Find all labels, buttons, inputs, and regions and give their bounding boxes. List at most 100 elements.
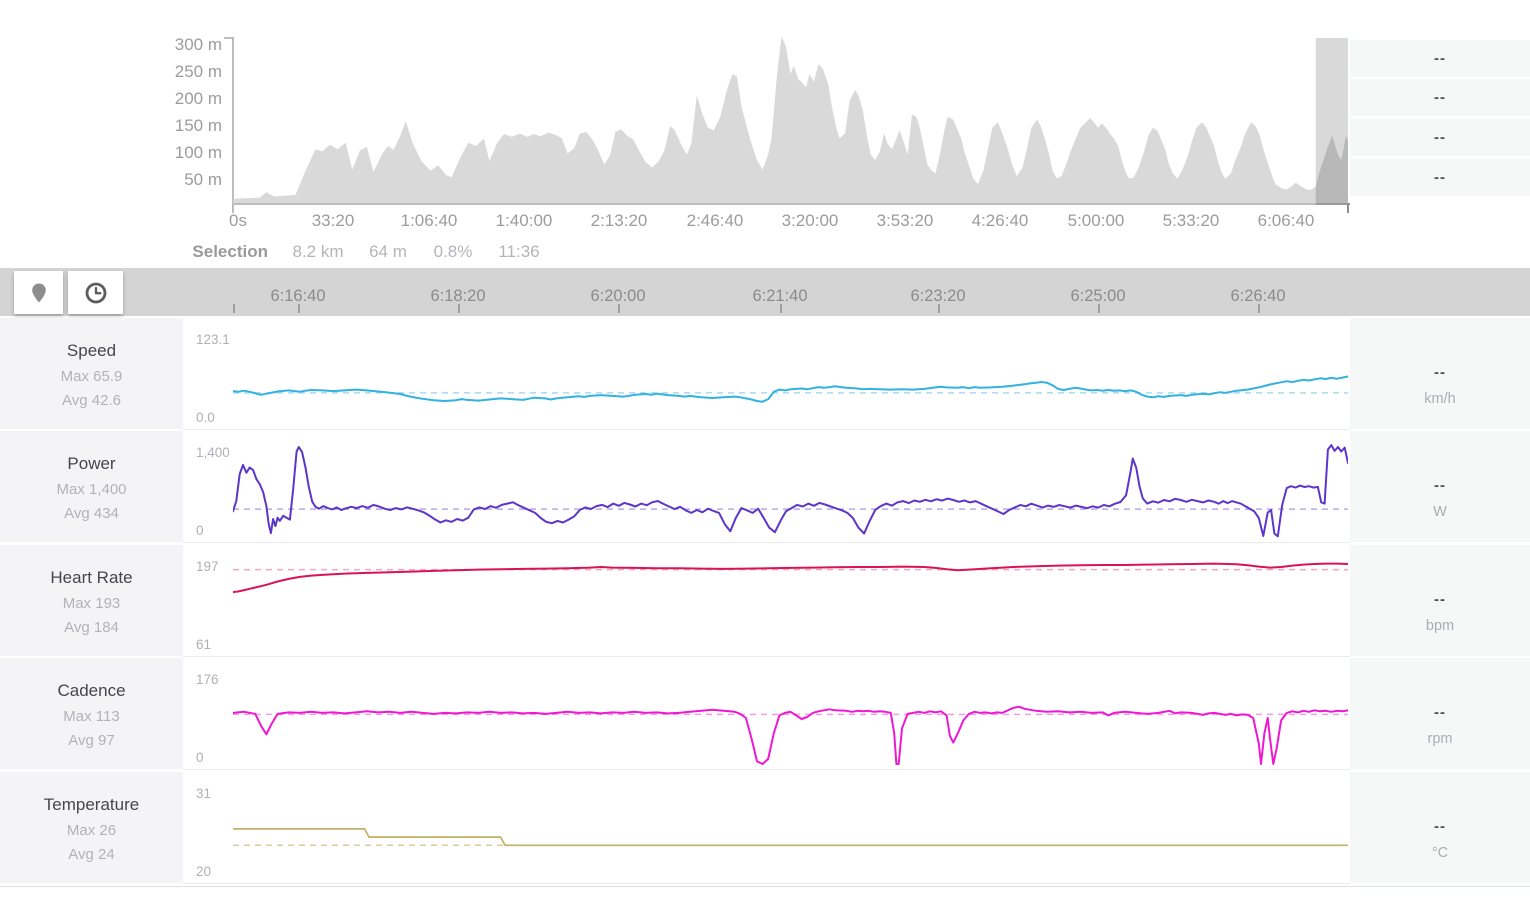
timeline-tick-label: 6:21:40 (752, 287, 808, 305)
overview-x-label: 4:26:40 (971, 211, 1029, 230)
row-divider (183, 429, 1350, 430)
metric-panel-speed[interactable]: Speed Max 65.9 Avg 42.6 (0, 318, 183, 429)
current-value: -- (1434, 477, 1446, 494)
page-bottom-divider (0, 886, 1530, 887)
selection-grade: 0.8% (433, 242, 473, 261)
selection-distance: 8.2 km (292, 242, 344, 261)
overview-value-row: -- (1350, 159, 1530, 196)
overview-value-row: -- (1350, 40, 1530, 77)
overview-x-label: 5:00:00 (1067, 211, 1125, 230)
metric-title: Cadence (57, 681, 126, 700)
current-value: -- (1434, 364, 1446, 381)
overview-y-label: 250 m (174, 62, 222, 81)
overview-value-row: -- (1350, 119, 1530, 156)
unit-label: bpm (1425, 618, 1455, 634)
power-chart[interactable] (233, 431, 1348, 542)
scale-max-label: 176 (196, 672, 219, 687)
overview-x-label: 5:33:20 (1162, 211, 1220, 230)
metric-panel-power[interactable]: Power Max 1,400 Avg 434 (0, 431, 183, 542)
map-marker-button[interactable] (14, 271, 63, 314)
timeline-tick (1098, 304, 1100, 313)
location-pin-icon (31, 283, 46, 302)
scale-max-label: 31 (196, 786, 212, 801)
metric-title: Power (67, 454, 116, 473)
speed-chart[interactable] (233, 318, 1348, 429)
overview-y-axis-top-tick (224, 37, 233, 39)
metric-panel-heart-rate[interactable]: Heart Rate Max 193 Avg 184 (0, 545, 183, 656)
scale-min-label: 0.0 (196, 410, 215, 425)
current-value: -- (1434, 818, 1446, 835)
metric-max-label: Max 65.9 (60, 368, 123, 385)
overview-x-label: 0s (229, 211, 247, 230)
metric-avg-label: Avg 24 (68, 846, 115, 863)
scale-max-label: 197 (196, 559, 219, 574)
overview-y-axis-line (232, 37, 234, 204)
overview-x-label: 33:20 (311, 211, 355, 230)
timeline-tick (780, 304, 782, 313)
metric-avg-label: Avg 42.6 (62, 392, 121, 409)
value-row-speed: -- km/h (1350, 318, 1530, 429)
metric-title: Speed (66, 341, 117, 360)
heart-rate-chart[interactable] (233, 545, 1348, 656)
selection-underline (1316, 203, 1350, 205)
overview-value-row: -- (1350, 79, 1530, 116)
overview-x-label: 3:20:00 (781, 211, 839, 230)
cadence-chart[interactable] (233, 658, 1348, 769)
timeline-tick-label: 6:26:40 (1230, 287, 1286, 305)
metric-title: Temperature (43, 795, 140, 814)
metric-max-label: Max 193 (62, 595, 121, 612)
metric-max-label: Max 1,400 (56, 481, 127, 498)
timeline-tick-label: 6:25:00 (1070, 287, 1126, 305)
overview-y-label: 50 m (184, 170, 222, 189)
metric-max-label: Max 26 (66, 822, 117, 839)
temperature-chart[interactable] (233, 772, 1348, 883)
value-row-power: -- W (1350, 431, 1530, 542)
clock-icon (85, 282, 106, 303)
overview-x-label: 3:53:20 (876, 211, 934, 230)
overview-x-label: 1:40:00 (495, 211, 553, 230)
timeline-tick (233, 304, 235, 313)
overview-x-axis-line (232, 203, 1349, 205)
selection-end-tick (1347, 203, 1349, 213)
selection-elevation: 64 m (369, 242, 407, 261)
time-view-button[interactable] (68, 271, 123, 314)
timeline-tick-label: 6:18:20 (430, 287, 486, 305)
overview-y-label: 100 m (174, 143, 222, 162)
overview-y-label: 150 m (174, 116, 222, 135)
unit-label: °C (1431, 845, 1449, 861)
current-value: -- (1434, 591, 1446, 608)
overview-x-label: 1:06:40 (400, 211, 458, 230)
timeline-tick (458, 304, 460, 313)
selection-duration: 11:36 (498, 242, 540, 261)
overview-y-label: 300 m (174, 35, 222, 54)
scale-max-label: 1,400 (196, 445, 230, 460)
overview-value: -- (1434, 129, 1446, 146)
row-divider (183, 656, 1350, 657)
metric-panel-cadence[interactable]: Cadence Max 113 Avg 97 (0, 658, 183, 769)
metric-max-label: Max 113 (63, 708, 120, 725)
overview-x-label: 6:06:40 (1257, 211, 1315, 230)
timeline-tick (1258, 304, 1260, 313)
scale-min-label: 0 (196, 523, 204, 538)
overview-x-label: 2:13:20 (590, 211, 648, 230)
scale-min-label: 20 (196, 864, 212, 879)
metric-avg-label: Avg 184 (64, 619, 119, 636)
unit-label: rpm (1427, 731, 1453, 747)
metric-avg-label: Avg 97 (68, 732, 115, 749)
metric-panel-temperature[interactable]: Temperature Max 26 Avg 24 (0, 772, 183, 883)
overview-y-label: 200 m (174, 89, 222, 108)
value-row-temperature: -- °C (1350, 772, 1530, 883)
unit-label: W (1433, 504, 1447, 520)
timeline-tick (938, 304, 940, 313)
scale-max-label: 123.1 (196, 332, 230, 347)
overview-x-axis-zero-tick (232, 205, 234, 213)
row-divider (183, 883, 1350, 884)
elevation-profile-chart[interactable] (233, 30, 1348, 205)
selection-label: Selection (192, 242, 268, 261)
timeline-tick-label: 6:23:20 (910, 287, 966, 305)
timeline-strip[interactable] (0, 268, 1530, 316)
scale-min-label: 0 (196, 750, 204, 765)
scale-min-label: 61 (196, 637, 212, 652)
overview-x-label: 2:46:40 (686, 211, 744, 230)
